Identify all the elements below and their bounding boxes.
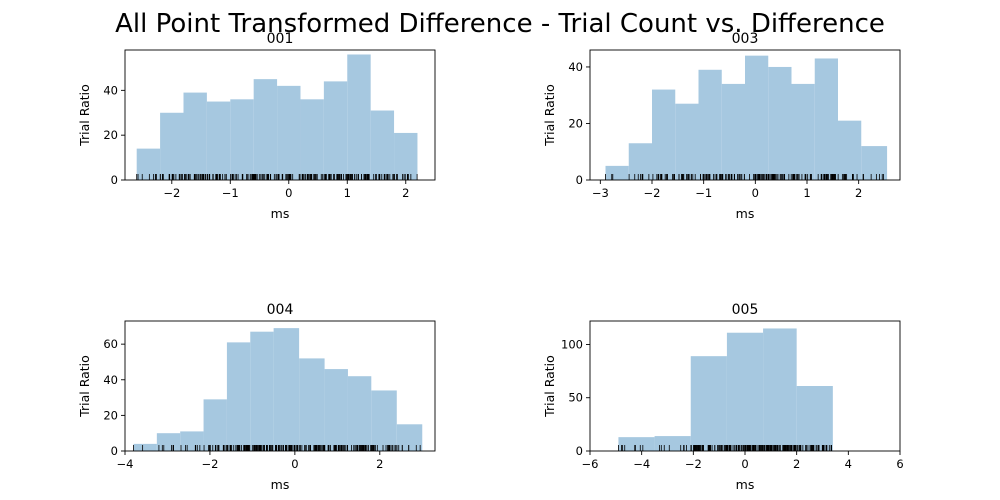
x-tick-label: 0 [291,457,298,471]
x-tick-label: 2 [855,186,862,200]
y-axis-label: Trial Ratio [77,84,92,147]
histogram-bar [133,443,157,451]
subplot-005: −6 −4 −2 0 2 4 6 0 50 100 005 ms Trial Ratio [542,302,904,492]
histogram-bar [796,386,833,451]
y-tick-label: 20 [103,128,118,142]
histogram-bar [253,79,278,180]
subplot-title: 001 [267,31,294,47]
histogram-bar [763,328,797,451]
histogram-bar [160,112,184,180]
histogram-bar [371,390,397,451]
y-tick-label: 40 [103,83,118,97]
x-axis-label: ms [736,477,755,492]
y-axis-label: Trial Ratio [77,355,92,418]
axes-frame [589,49,901,181]
x-tick-label: 6 [896,457,903,471]
histogram-bar [726,332,764,451]
histogram-bar [206,101,231,180]
x-tick-label: −4 [633,457,650,471]
y-tick-label: 0 [111,173,118,187]
y-tick-label: 100 [561,337,583,351]
histogram-bar [745,55,769,180]
x-tick-label: −2 [201,457,218,471]
histogram-bar [347,54,371,180]
figure-title: All Point Transformed Difference - Trial… [115,9,885,39]
x-tick-label: 1 [344,186,351,200]
histogram-bar [652,89,676,180]
histogram-bar [675,103,699,180]
histogram-bar [156,433,181,451]
y-tick-label: 0 [111,444,118,458]
y-tick-label: 20 [103,408,118,422]
histogram-bar [347,376,372,451]
histogram-bar [183,92,207,180]
histogram-bar [394,132,418,180]
x-tick-label: 2 [793,457,800,471]
x-tick-label: −2 [163,186,180,200]
histogram-bar [250,331,274,451]
x-tick-label: 0 [285,186,292,200]
histogram-bar [299,358,325,451]
histogram-bar [654,436,691,451]
histogram-bar [136,148,161,180]
x-tick-label: −4 [117,457,134,471]
subplot-title: 003 [732,31,759,47]
x-tick-label: 2 [376,457,383,471]
subplot-title: 004 [267,302,294,318]
histogram-bar [791,83,815,180]
x-axis-label: ms [271,477,290,492]
histogram-bar [605,165,629,180]
y-tick-label: 60 [103,337,118,351]
x-tick-label: −6 [582,457,599,471]
y-tick-label: 20 [568,116,583,130]
histogram-bar [226,342,251,451]
x-axis-label: ms [271,206,290,221]
histogram-bar [768,66,792,180]
y-tick-label: 40 [103,373,118,387]
histogram-bar [396,424,423,451]
y-tick-label: 0 [576,173,583,187]
x-tick-label: −2 [685,457,702,471]
histogram-bar [324,369,348,451]
histogram-bar [203,399,227,451]
y-axis-label: Trial Ratio [542,84,557,147]
histogram-bar [300,99,324,180]
x-tick-label: 4 [845,457,852,471]
histogram-bar [814,58,838,181]
axes-frame [124,320,436,452]
y-tick-label: 0 [576,444,583,458]
x-tick-label: 0 [741,457,748,471]
x-tick-label: −2 [644,186,661,200]
histogram-bar [861,146,888,180]
y-axis-label: Trial Ratio [542,355,557,418]
x-tick-label: −3 [592,186,609,200]
histogram-bar [273,328,300,451]
histogram-bar [628,143,652,180]
histogram-bar [698,69,722,180]
x-tick-label: 2 [402,186,409,200]
histogram-bar [180,431,204,451]
histogram-bar [838,120,862,180]
axes-frame [124,49,436,181]
x-tick-label: −1 [695,186,712,200]
histogram-bar [618,437,655,451]
histogram-bar [277,85,301,180]
histogram-bar [230,99,254,180]
histogram-bar [721,83,745,180]
histogram-bar [690,356,727,451]
x-axis-label: ms [736,206,755,221]
x-tick-label: −1 [222,186,239,200]
y-tick-label: 50 [568,391,583,405]
x-tick-label: 0 [752,186,759,200]
y-tick-label: 40 [568,60,583,74]
histogram-bar [323,81,348,180]
x-tick-label: 1 [803,186,810,200]
subplot-title: 005 [732,302,759,318]
histogram-bar [370,110,395,180]
